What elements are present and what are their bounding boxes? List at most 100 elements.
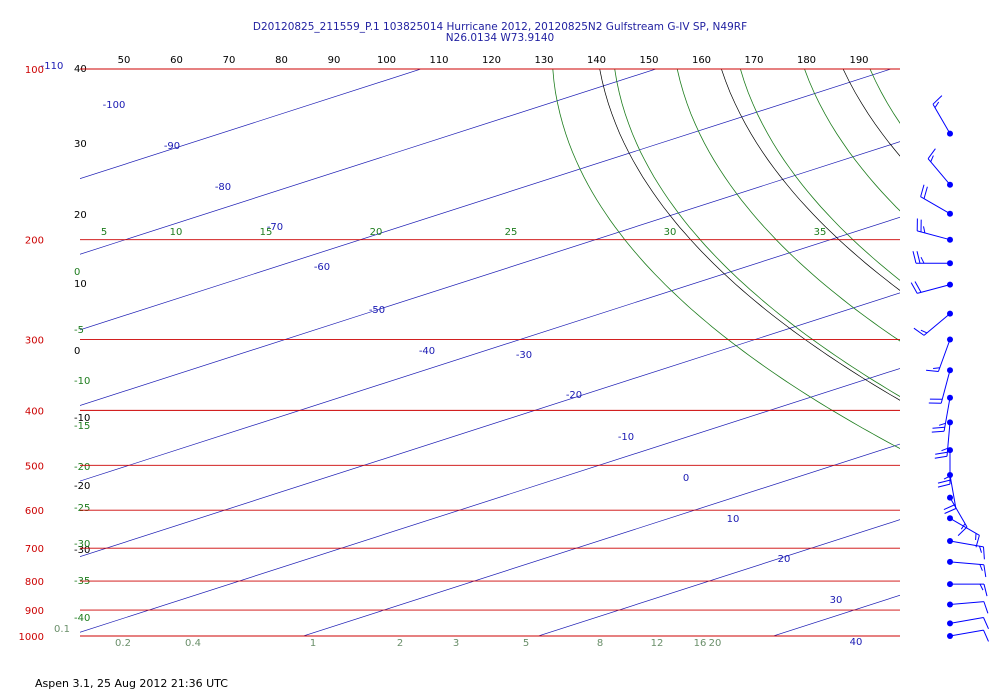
theta-label: 90 — [328, 55, 341, 66]
moist-adiabat-line — [739, 69, 900, 281]
theta-label: 170 — [744, 55, 763, 66]
left-temp-label: -30 — [74, 545, 90, 556]
mixing-ratio-label: 5 — [523, 638, 529, 649]
isotherm-label: 20 — [778, 554, 791, 565]
wind-barb-feather — [932, 426, 945, 429]
wind-barb-feather — [920, 256, 925, 264]
moist-top-label: 5 — [101, 227, 107, 238]
dry-adiabat-line — [721, 69, 900, 291]
wind-barb-feather — [932, 95, 943, 105]
left-moist-label: -10 — [74, 376, 90, 387]
left-moist-label: -20 — [74, 462, 90, 473]
left-temp-label: 40 — [74, 64, 87, 75]
moist-top-label: 35 — [814, 227, 827, 238]
isotherm-label: -100 — [103, 100, 126, 111]
theta-label: 190 — [849, 55, 868, 66]
theta-label: 60 — [170, 55, 183, 66]
theta-label: 180 — [797, 55, 816, 66]
wind-barb — [949, 617, 984, 624]
wind-barb-feather — [927, 148, 936, 159]
wind-profile — [910, 95, 989, 642]
theta-label: 160 — [692, 55, 711, 66]
wind-barb-feather — [979, 564, 983, 571]
moist-adiabat-line — [614, 69, 900, 397]
left-temp-label: -10 — [74, 413, 90, 424]
mixing-ratio-label: 0.1 — [54, 624, 70, 635]
theta-label: 80 — [275, 55, 288, 66]
dry-adiabat-line — [842, 69, 900, 157]
grid-lines — [80, 56, 1000, 650]
wind-barb — [949, 474, 957, 509]
left-temp-label: 20 — [74, 210, 87, 221]
moist-adiabat-line — [804, 69, 900, 212]
isobar-label: 300 — [25, 336, 44, 347]
wind-barb — [949, 497, 968, 528]
isotherm-line — [80, 69, 423, 180]
theta-label: 150 — [639, 55, 658, 66]
wind-barb-feather — [979, 583, 984, 591]
wind-barb-feather — [935, 451, 948, 455]
left-moist-label: -30 — [74, 539, 90, 550]
isotherm-label: -40 — [419, 346, 435, 357]
wind-barb-feather — [983, 564, 987, 578]
wind-barb-feather — [910, 282, 918, 294]
mixing-ratio-label: 12 — [651, 638, 664, 649]
isotherm-line — [537, 519, 900, 636]
moist-top-label: 25 — [505, 227, 518, 238]
isotherm-label: -80 — [215, 182, 231, 193]
moist-top-label: 20 — [370, 227, 383, 238]
moist-adiabat-line — [931, 56, 1000, 650]
theta-label: 70 — [223, 55, 236, 66]
isotherm-line — [80, 368, 900, 633]
isobar-label: 400 — [25, 406, 44, 417]
theta-label: 50 — [118, 55, 131, 66]
dry-adiabat-line — [599, 69, 900, 401]
wind-barb-feather — [938, 422, 946, 426]
wind-barb-feather — [957, 526, 968, 536]
wind-barb — [949, 540, 984, 548]
moist-top-label: 10 — [170, 227, 183, 238]
wind-barb — [927, 158, 951, 186]
isotherm-line — [80, 292, 900, 558]
wind-barb-feather — [926, 369, 939, 372]
wind-barb — [943, 397, 951, 432]
isotherm-line — [80, 216, 900, 482]
wind-barb-feather — [937, 479, 951, 484]
chart-title: D20120825_211559_P.1 103825014 Hurricane… — [252, 21, 748, 33]
isotherm-line — [302, 443, 900, 636]
isotherm-label: -30 — [516, 350, 532, 361]
isobar-label: 100 — [25, 65, 44, 76]
footer-text: Aspen 3.1, 25 Aug 2012 21:36 UTC — [35, 677, 228, 690]
mixing-ratio-label: 3 — [453, 638, 459, 649]
wind-barb — [917, 284, 951, 294]
wind-barb — [917, 230, 951, 241]
isobar-label: 200 — [25, 236, 44, 247]
isotherm-label: 40 — [850, 637, 863, 648]
moist-top-label: 30 — [664, 227, 677, 238]
wind-barb-feather — [923, 226, 926, 234]
wind-barb-feather — [941, 447, 948, 452]
wind-barb-feather — [944, 508, 957, 514]
left-temp-label: 10 — [74, 279, 87, 290]
dry-adiabat-line — [958, 56, 1000, 648]
wind-barb-feather — [937, 483, 951, 488]
isobar-label: 800 — [25, 577, 44, 588]
wind-barb-feather — [934, 101, 940, 108]
wind-barb-feather — [914, 281, 922, 293]
wind-barb-feather — [920, 329, 928, 334]
left-moist-label: -40 — [74, 613, 90, 624]
theta-label: 100 — [377, 55, 396, 66]
wind-barb-feather — [930, 155, 934, 162]
mixing-ratio-label: 16 — [694, 638, 707, 649]
left-moist-label: -25 — [74, 503, 90, 514]
wind-barb-feather — [933, 367, 940, 369]
wind-barb-feather — [931, 430, 945, 433]
wind-barb-feather — [983, 629, 989, 642]
wind-barb — [949, 517, 980, 536]
isotherm-label: -110 — [41, 61, 64, 72]
isotherm-line — [772, 594, 900, 636]
moist-top-label: 15 — [260, 227, 273, 238]
wind-barb-feather — [934, 455, 948, 459]
